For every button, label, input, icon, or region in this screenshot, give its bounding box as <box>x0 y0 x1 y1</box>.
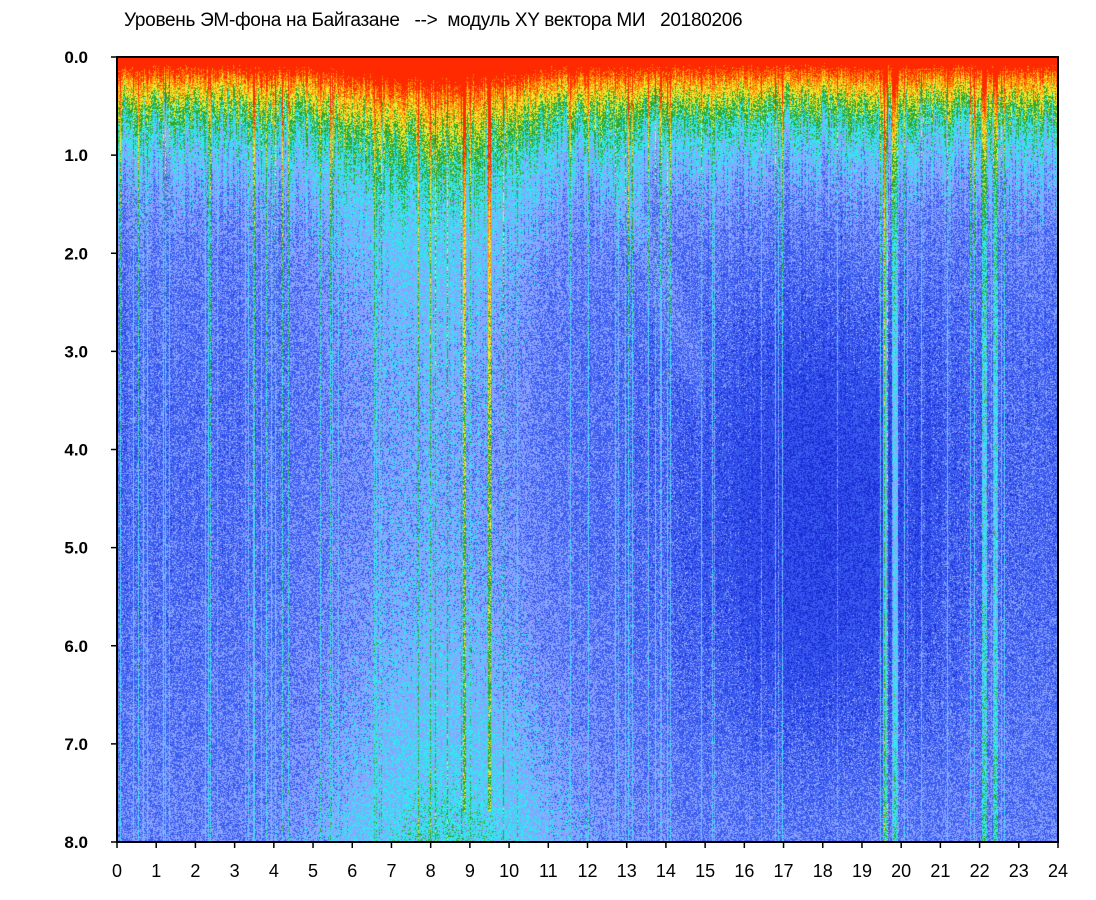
x-tick-label: 22 <box>970 861 990 881</box>
x-tick-label: 8 <box>426 861 436 881</box>
x-tick-label: 21 <box>930 861 950 881</box>
x-tick-label: 6 <box>347 861 357 881</box>
x-tick-label: 20 <box>891 861 911 881</box>
plot-area <box>116 56 1059 843</box>
x-tick-label: 15 <box>695 861 715 881</box>
y-tick-label: 8.0 <box>64 833 88 852</box>
y-tick-label: 6.0 <box>64 637 88 656</box>
x-tick-label: 7 <box>386 861 396 881</box>
y-axis: 0.0 1.0 2.0 3.0 4.0 5.0 6.0 7.0 8.0 <box>64 48 117 852</box>
x-tick-label: 23 <box>1009 861 1029 881</box>
x-axis: 0 1 2 3 4 5 6 7 8 9 10 11 12 13 14 15 16 17 18 19 20 21 22 23 24 <box>112 842 1068 881</box>
x-tick-label: 13 <box>617 861 637 881</box>
y-tick-label: 0.0 <box>64 48 88 67</box>
x-tick-label: 10 <box>499 861 519 881</box>
x-tick-label: 18 <box>813 861 833 881</box>
x-tick-label: 19 <box>852 861 872 881</box>
heatmap-canvas <box>117 57 1058 842</box>
x-tick-label: 0 <box>112 861 122 881</box>
x-tick-label: 5 <box>308 861 318 881</box>
x-tick-label: 12 <box>577 861 597 881</box>
chart-title: Уровень ЭМ-фона на Байгазане --> модуль … <box>124 10 743 31</box>
heatmap-raster <box>117 57 1058 842</box>
x-tick-label: 9 <box>465 861 475 881</box>
x-tick-label: 4 <box>269 861 279 881</box>
y-tick-label: 2.0 <box>64 244 88 263</box>
x-tick-label: 17 <box>774 861 794 881</box>
x-tick-label: 1 <box>151 861 161 881</box>
x-tick-label: 24 <box>1048 861 1068 881</box>
x-tick-label: 2 <box>190 861 200 881</box>
x-tick-label: 16 <box>734 861 754 881</box>
x-tick-label: 11 <box>539 861 558 881</box>
y-tick-label: 4.0 <box>64 441 88 460</box>
y-tick-label: 5.0 <box>64 539 88 558</box>
y-tick-label: 7.0 <box>64 735 88 754</box>
y-tick-label: 1.0 <box>64 146 88 165</box>
y-tick-label: 3.0 <box>64 342 88 361</box>
x-tick-label: 3 <box>230 861 240 881</box>
x-tick-label: 14 <box>656 861 676 881</box>
